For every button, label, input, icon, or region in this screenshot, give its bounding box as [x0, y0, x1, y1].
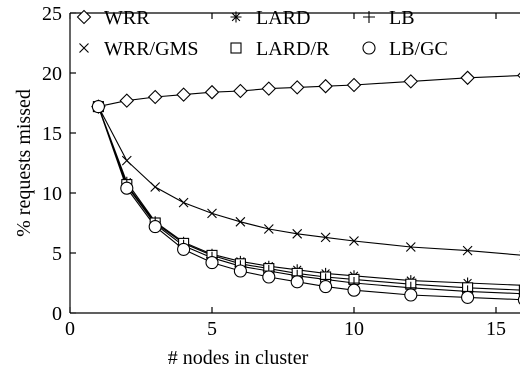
legend-entry-wrr: WRR	[76, 7, 150, 29]
data-point-wrr	[147, 89, 163, 105]
data-point-wrr	[346, 77, 362, 93]
y-tick-label: 0	[52, 303, 62, 325]
data-point-lb-gc	[120, 181, 134, 195]
series-wrr	[98, 75, 520, 108]
y-tick-label: 20	[42, 63, 62, 85]
series-wrr-gms	[97, 106, 520, 256]
data-point-wrr-gms	[121, 155, 132, 166]
data-point-lb-gc	[347, 283, 361, 297]
legend-entry-wrr-gms: WRR/GMS	[79, 38, 198, 60]
data-point-wrr	[176, 87, 191, 102]
data-point-wrr	[517, 72, 520, 79]
series-lb	[97, 106, 520, 295]
data-point-wrr-gms	[263, 224, 274, 234]
legend-marker-lard-r	[230, 42, 242, 54]
data-point-lb-gc	[205, 256, 219, 270]
legend-marker-wrr-gms	[79, 43, 89, 53]
legend-label-wrr-gms: WRR/GMS	[104, 38, 198, 60]
series-layer	[91, 70, 520, 305]
x-tick-label: 0	[65, 318, 75, 340]
y-tick-label: 5	[52, 243, 62, 265]
legend: WRR LARD LB WRR/GMS LARD/R LB/GC	[76, 7, 448, 60]
series-lard	[97, 106, 520, 286]
series-line-lard	[97, 106, 520, 286]
markers-lb	[92, 100, 520, 298]
legend-marker-lb	[363, 11, 375, 23]
markers-wrr-gms	[93, 101, 520, 260]
legend-entry-lard-r: LARD/R	[230, 38, 330, 60]
data-point-wrr-gms	[207, 208, 217, 219]
markers-lb-gc	[91, 100, 520, 305]
series-line-lb	[97, 106, 520, 295]
series-line-wrr	[98, 75, 520, 108]
data-point-wrr	[403, 74, 419, 89]
data-point-wrr-gms	[178, 197, 189, 208]
data-point-wrr-gms	[292, 228, 303, 239]
data-point-lb-gc	[262, 270, 276, 284]
x-tick-label: 10	[344, 318, 364, 340]
legend-label-lard: LARD	[256, 7, 310, 29]
data-point-lb-gc	[290, 275, 304, 289]
legend-entry-lb-gc: LB/GC	[362, 38, 448, 60]
legend-label-lb: LB	[389, 7, 415, 29]
y-tick-label: 15	[42, 123, 62, 145]
data-point-wrr-gms	[320, 232, 331, 243]
legend-label-lard-r: LARD/R	[256, 38, 330, 60]
y-tick-label: 25	[42, 3, 62, 25]
axes: 0 5 10 15 0 5 10 15 20 25	[42, 3, 520, 340]
legend-label-lb-gc: LB/GC	[389, 38, 448, 60]
series-line-wrr-gms	[97, 106, 520, 256]
legend-label-wrr: WRR	[104, 7, 150, 29]
data-point-wrr-gms	[150, 182, 161, 192]
data-point-wrr-gms	[235, 216, 246, 227]
series-line-lard-r	[97, 106, 520, 291]
data-point-wrr	[318, 78, 333, 94]
markers-wrr	[91, 70, 520, 114]
data-point-lb-gc	[404, 288, 418, 302]
data-point-lb-gc	[319, 280, 333, 294]
data-point-wrr	[261, 81, 277, 96]
data-point-lb-gc	[461, 290, 475, 304]
data-point-wrr	[204, 84, 220, 100]
data-point-wrr	[289, 80, 305, 95]
legend-entry-lb: LB	[363, 7, 415, 29]
legend-entry-lard: LARD	[230, 7, 310, 29]
markers-lard-r	[92, 101, 520, 296]
x-tick-label: 15	[486, 318, 506, 340]
x-tick-label: 5	[207, 318, 217, 340]
x-axis-label: # nodes in cluster	[168, 347, 309, 369]
data-point-wrr	[119, 93, 135, 108]
data-point-lb-gc	[177, 242, 191, 256]
data-point-wrr-gms	[405, 242, 416, 252]
data-point-wrr	[233, 83, 248, 99]
data-point-wrr-gms	[349, 236, 359, 246]
data-point-lb-gc	[148, 220, 162, 234]
legend-marker-wrr	[76, 9, 92, 25]
y-axis-label: % requests missed	[13, 89, 35, 237]
legend-marker-lard	[230, 11, 242, 23]
data-point-wrr-gms	[462, 245, 473, 256]
y-tick-label: 10	[42, 183, 62, 205]
legend-marker-lb-gc	[362, 41, 376, 55]
markers-lard	[92, 101, 520, 289]
data-point-lb-gc	[91, 100, 105, 114]
series-lard-r	[97, 106, 520, 291]
data-point-wrr	[460, 70, 475, 86]
data-point-lb-gc	[233, 264, 247, 278]
